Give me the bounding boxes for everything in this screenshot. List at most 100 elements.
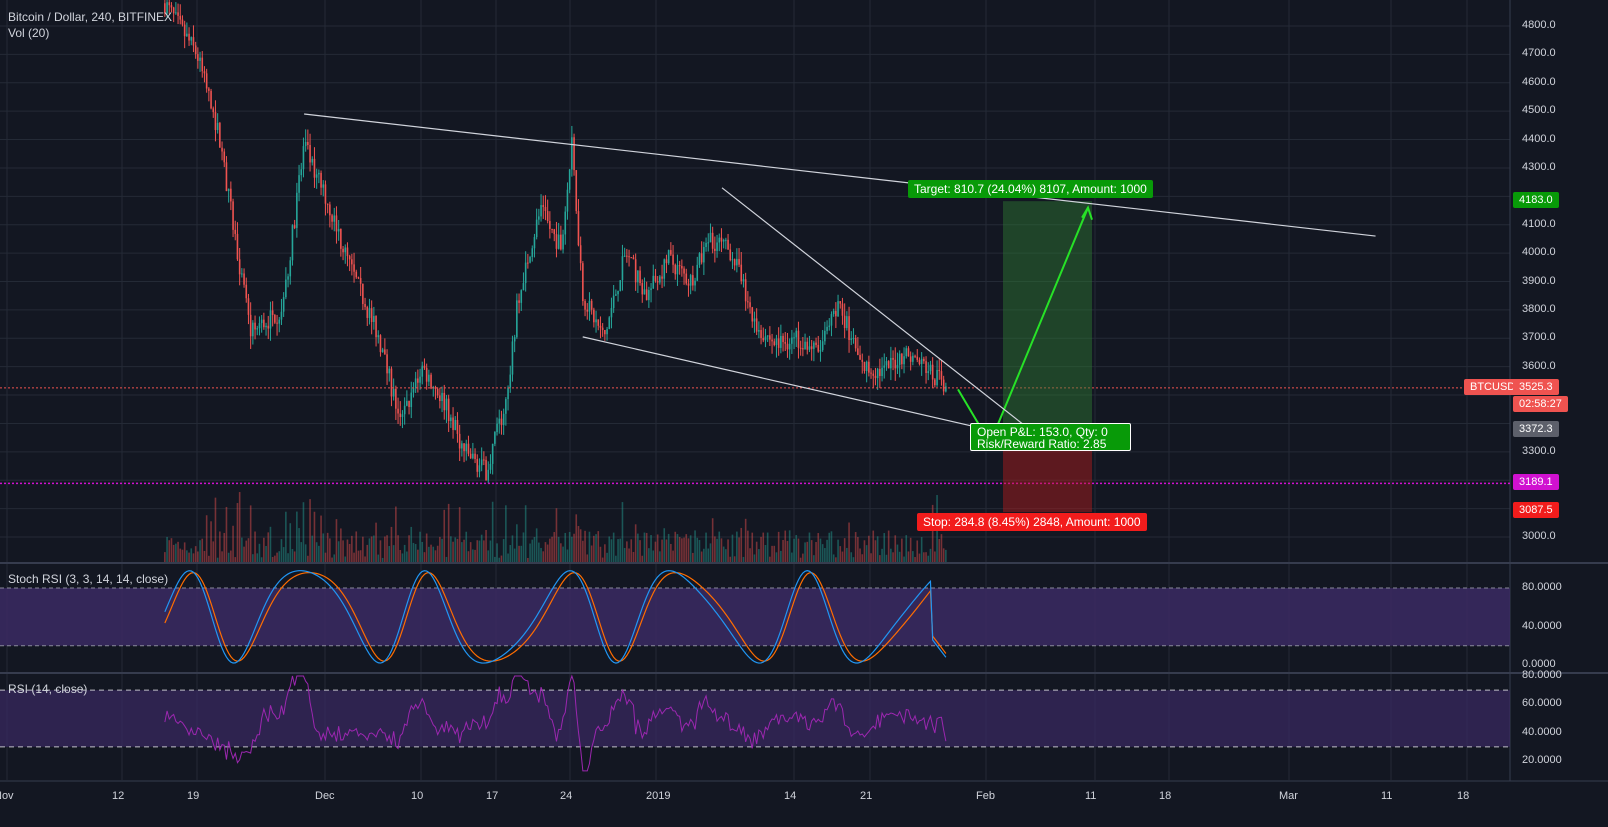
volume-bar bbox=[870, 553, 872, 562]
volume-bar bbox=[931, 504, 934, 562]
candlesticks bbox=[164, 0, 947, 484]
candle-body bbox=[802, 348, 804, 350]
candle-body bbox=[210, 90, 212, 109]
price-tick-label: 3300.0 bbox=[1522, 444, 1556, 457]
candle-body bbox=[648, 290, 650, 301]
candle-body bbox=[903, 356, 905, 365]
candle-body bbox=[320, 172, 322, 188]
candle-body bbox=[725, 239, 727, 241]
volume-bar bbox=[586, 554, 589, 562]
candle-body bbox=[443, 392, 446, 411]
candle-body bbox=[828, 325, 831, 327]
candle-body bbox=[463, 443, 465, 452]
volume-bar bbox=[377, 554, 380, 562]
volume-bar bbox=[485, 529, 487, 562]
volume-bar bbox=[238, 492, 241, 562]
volume-bar bbox=[705, 532, 707, 562]
volume-bar bbox=[511, 535, 514, 562]
candle-body bbox=[804, 341, 806, 350]
stoch-tick-label: 80.0000 bbox=[1522, 581, 1562, 593]
volume-bar bbox=[201, 538, 204, 562]
volume-bar bbox=[265, 545, 267, 562]
candle-body bbox=[516, 300, 518, 338]
volume-bar bbox=[175, 543, 177, 562]
pnl-box[interactable]: Open P&L: 153.0, Qty: 0 Risk/Reward Rati… bbox=[970, 423, 1131, 451]
volume-bar bbox=[659, 551, 661, 562]
current-price-tag: 3525.3 bbox=[1513, 379, 1559, 395]
stoch-rsi-title[interactable]: Stoch RSI (3, 3, 14, 14, close) bbox=[8, 572, 169, 586]
volume-bar bbox=[168, 540, 171, 562]
candle-body bbox=[346, 247, 349, 257]
volume-bar bbox=[241, 537, 243, 562]
candle-body bbox=[430, 374, 432, 389]
candle-body bbox=[527, 262, 529, 264]
volume-bar bbox=[329, 538, 331, 562]
candle-body bbox=[403, 405, 406, 415]
candle-body bbox=[815, 342, 817, 345]
candle-body bbox=[555, 234, 558, 249]
volume-bar bbox=[208, 555, 210, 562]
volume-bar bbox=[700, 551, 703, 562]
volume-bar bbox=[524, 505, 527, 562]
candle-body bbox=[414, 378, 417, 389]
volume-bar bbox=[166, 536, 168, 562]
price-tick-label: 3800.0 bbox=[1522, 302, 1556, 315]
volume-bar bbox=[780, 550, 782, 562]
volume-bar bbox=[771, 545, 773, 562]
candle-body bbox=[194, 45, 197, 55]
price-tick-label: 4800.0 bbox=[1522, 19, 1556, 31]
volume-bar bbox=[925, 552, 927, 562]
candle-body bbox=[885, 361, 888, 366]
candle-body bbox=[452, 417, 454, 430]
volume-bar bbox=[379, 540, 382, 562]
trendlines[interactable] bbox=[304, 113, 1376, 429]
volume-bar bbox=[518, 545, 520, 562]
volume-bar bbox=[810, 540, 813, 562]
volume-bar bbox=[300, 542, 303, 562]
volume-bar bbox=[230, 550, 232, 562]
volume-bar bbox=[923, 552, 925, 562]
rsi-title[interactable]: RSI (14, close) bbox=[8, 682, 88, 696]
candle-body bbox=[247, 298, 250, 315]
candle-body bbox=[230, 188, 232, 202]
volume-bar bbox=[848, 522, 850, 562]
candle-body bbox=[214, 112, 217, 131]
volume-bar bbox=[324, 552, 327, 562]
volume-label[interactable]: Vol (20) bbox=[8, 26, 50, 40]
candle-body bbox=[758, 330, 760, 332]
volume-bar bbox=[696, 537, 699, 562]
stop-label[interactable]: Stop: 284.8 (8.45%) 2848, Amount: 1000 bbox=[917, 513, 1147, 531]
symbol-title[interactable]: Bitcoin / Dollar, 240, BITFINEX bbox=[8, 10, 173, 24]
candle-body bbox=[263, 319, 265, 328]
candle-body bbox=[720, 237, 723, 242]
support-price-tag: 3189.1 bbox=[1513, 474, 1559, 490]
volume-bar bbox=[619, 538, 622, 562]
candle-body bbox=[777, 338, 780, 348]
volume-bar bbox=[465, 531, 468, 562]
time-tick-label: 19 bbox=[187, 790, 200, 802]
candle-body bbox=[929, 364, 932, 372]
candle-body bbox=[615, 294, 617, 296]
candle-body bbox=[784, 342, 787, 344]
candle-body bbox=[434, 387, 437, 389]
candle-body bbox=[667, 250, 670, 264]
candle-body bbox=[808, 346, 811, 350]
volume-bar bbox=[375, 522, 377, 562]
candle-body bbox=[467, 443, 470, 454]
candle-body bbox=[749, 302, 751, 308]
candle-body bbox=[670, 250, 672, 255]
candle-body bbox=[269, 310, 272, 329]
long-position-tool[interactable] bbox=[957, 201, 1093, 513]
candle-body bbox=[916, 356, 919, 360]
candle-body bbox=[199, 57, 201, 61]
candle-body bbox=[245, 284, 248, 299]
candle-body bbox=[425, 367, 428, 382]
volume-bar bbox=[399, 550, 402, 562]
volume-bar bbox=[289, 523, 292, 562]
candle-body bbox=[351, 259, 353, 265]
volume-bar bbox=[775, 552, 778, 562]
volume-bar bbox=[351, 535, 353, 562]
volume-bar bbox=[192, 553, 195, 562]
target-label[interactable]: Target: 810.7 (24.04%) 8107, Amount: 100… bbox=[908, 180, 1153, 198]
